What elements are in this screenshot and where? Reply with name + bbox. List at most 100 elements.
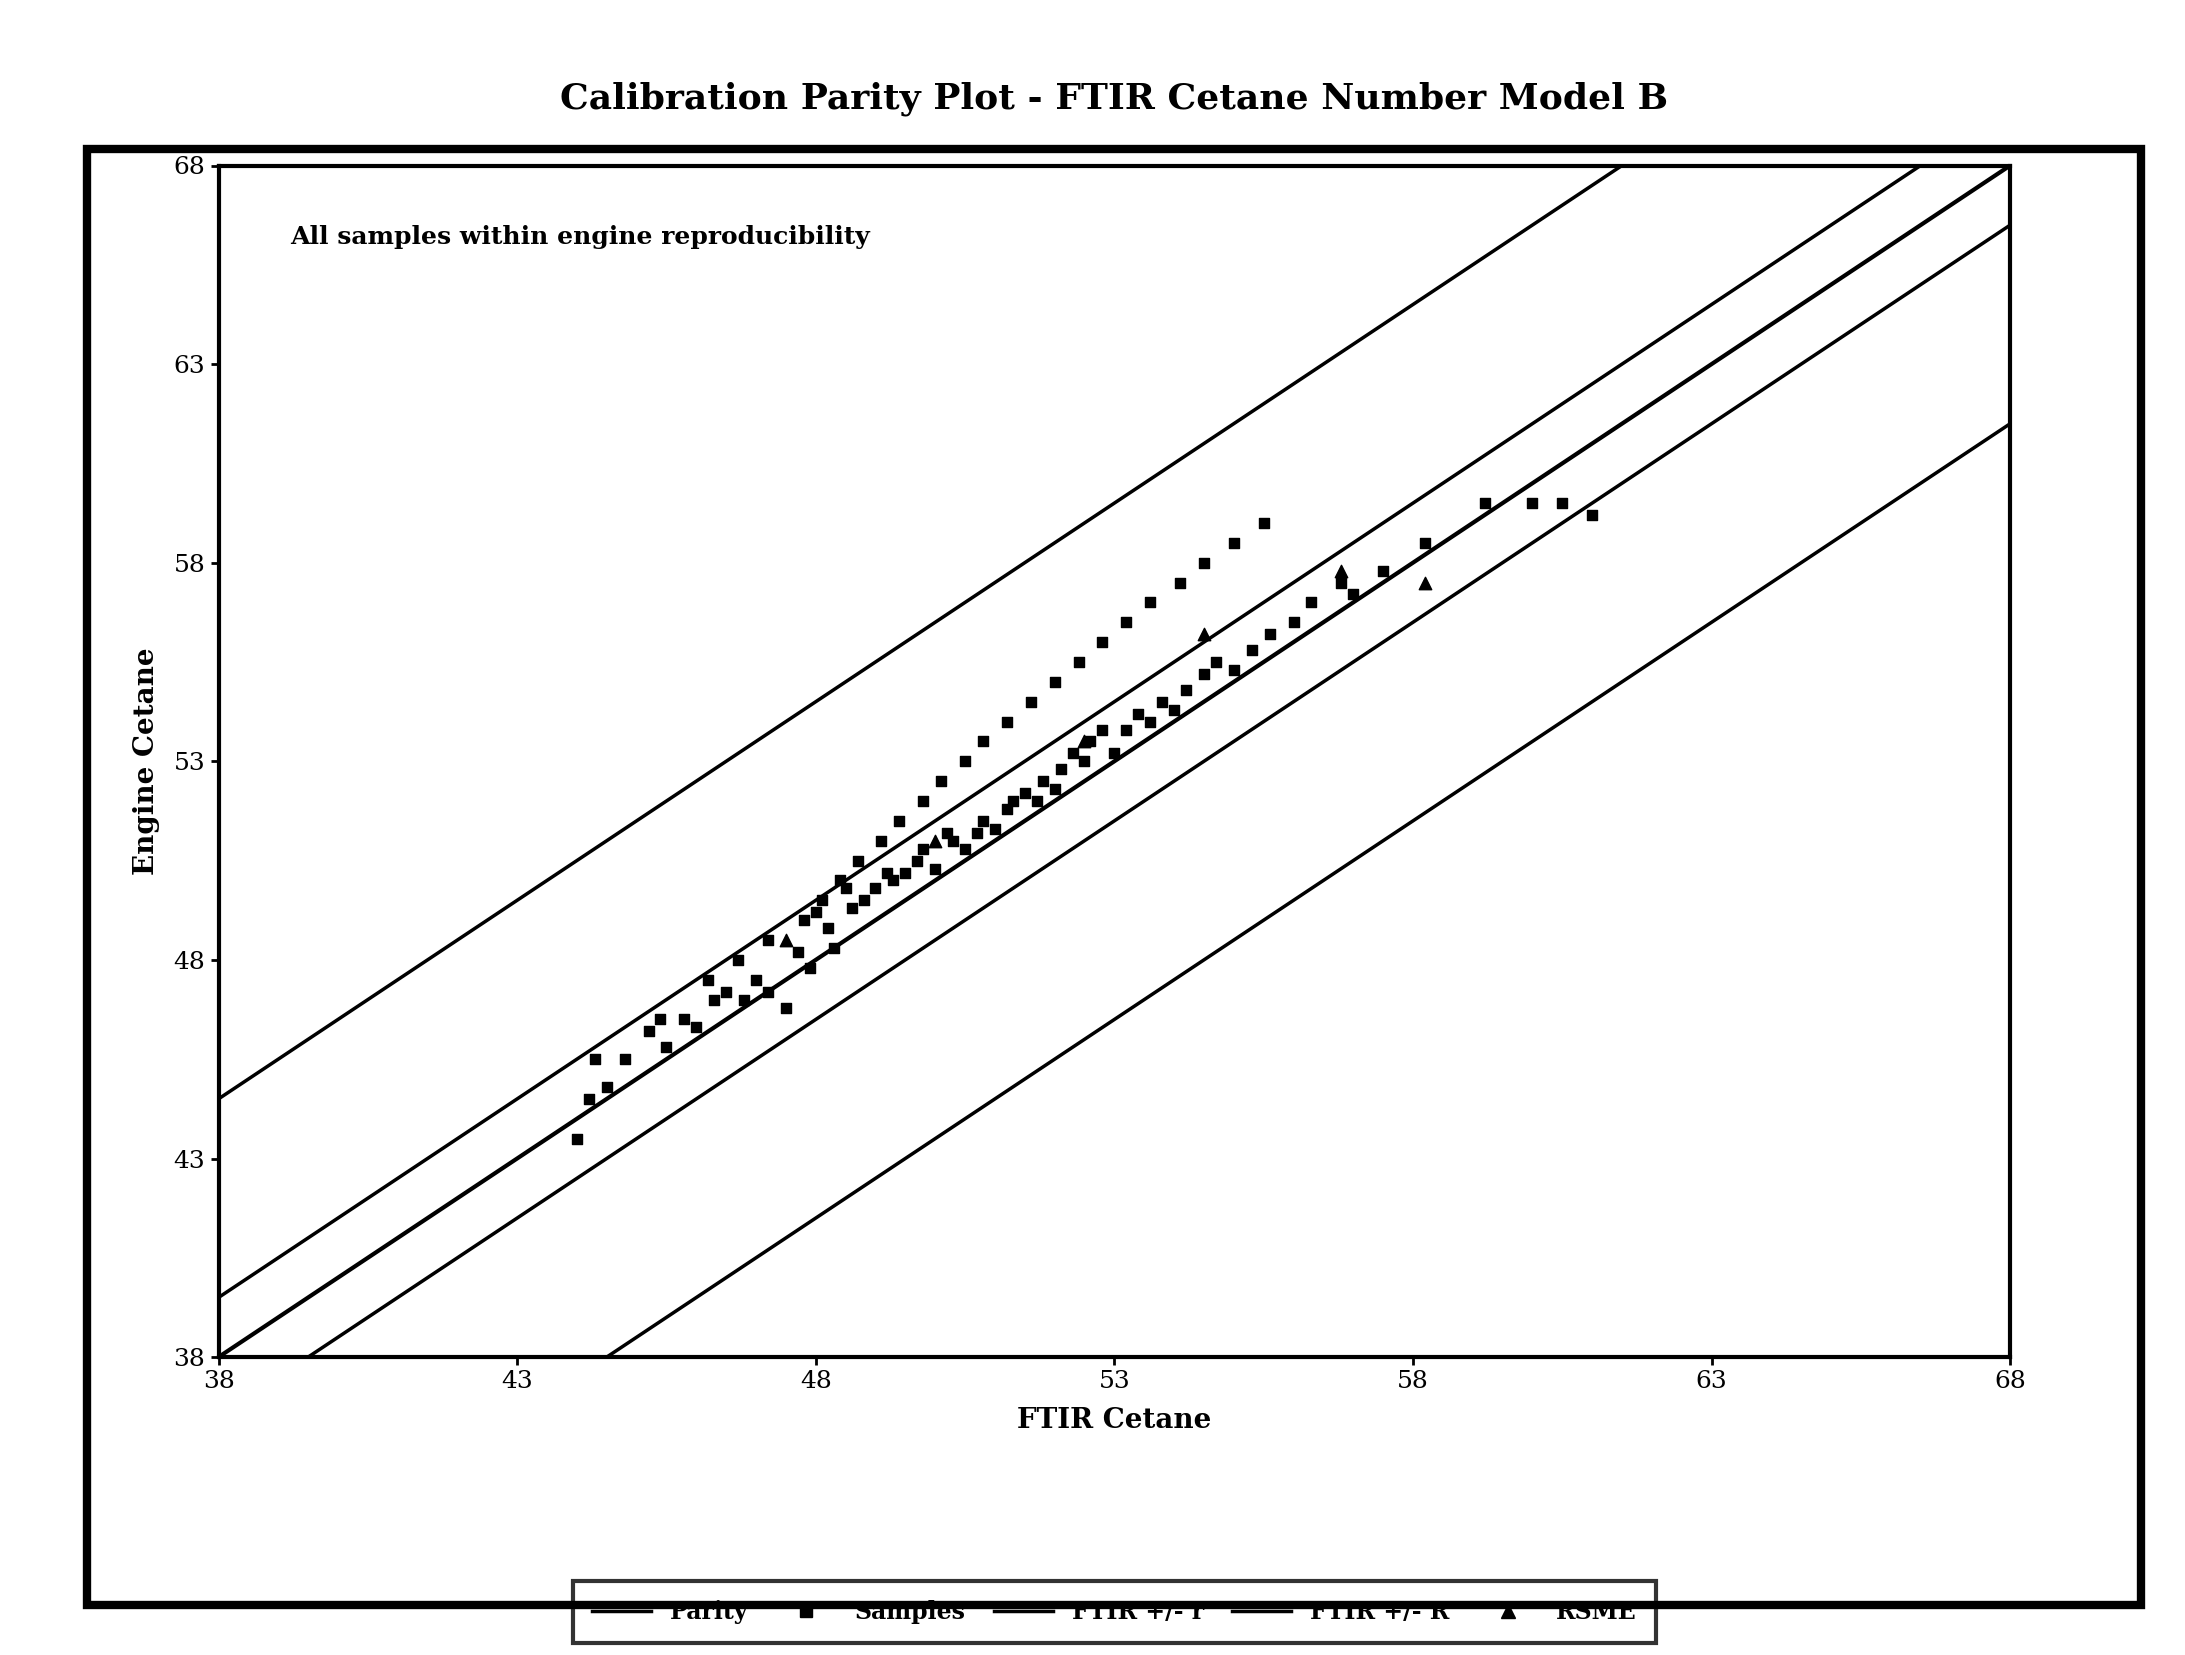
- Point: [780, 938, 815, 965]
- Point: [996, 788, 1031, 814]
- Legend: Parity, Samples, FTIR +/- r, FTIR +/- R, RSME: Parity, Samples, FTIR +/- r, FTIR +/- R,…: [572, 1582, 1656, 1643]
- Point: [728, 986, 763, 1013]
- Point: [948, 836, 983, 862]
- Point: [1055, 740, 1090, 766]
- Point: [1145, 688, 1180, 715]
- Point: [966, 728, 1001, 755]
- Point: [1038, 776, 1073, 803]
- Point: [1276, 609, 1311, 636]
- Point: [1086, 629, 1121, 655]
- Point: [1407, 530, 1442, 556]
- Point: [769, 995, 804, 1021]
- Point: [1252, 621, 1287, 647]
- Point: [918, 856, 953, 882]
- Point: [822, 867, 857, 894]
- Point: [863, 828, 898, 854]
- Point: [1545, 490, 1580, 516]
- Point: [929, 819, 964, 846]
- Point: [1186, 549, 1221, 576]
- Point: [631, 1018, 666, 1044]
- Point: [1162, 569, 1197, 596]
- Point: [1245, 510, 1280, 536]
- Point: [1108, 609, 1143, 636]
- Point: [1186, 621, 1221, 647]
- Point: [935, 828, 970, 854]
- Point: [1217, 657, 1252, 684]
- Point: [1066, 728, 1101, 755]
- Point: [680, 1015, 714, 1041]
- Point: [900, 847, 935, 874]
- Point: [1025, 768, 1060, 794]
- Point: [1086, 717, 1121, 743]
- Point: [883, 808, 918, 834]
- X-axis label: FTIR Cetane: FTIR Cetane: [1018, 1407, 1210, 1435]
- Point: [1294, 589, 1328, 616]
- Point: [1197, 649, 1232, 675]
- Point: [1335, 581, 1370, 607]
- Point: [887, 859, 922, 885]
- Point: [1366, 558, 1401, 584]
- Point: [804, 887, 839, 914]
- Point: [977, 816, 1012, 842]
- Point: [924, 768, 959, 794]
- Point: [1235, 637, 1269, 664]
- Point: [918, 828, 953, 854]
- Point: [948, 748, 983, 775]
- Point: [1466, 490, 1501, 516]
- Point: [1514, 490, 1549, 516]
- Point: [1108, 717, 1143, 743]
- Point: [666, 1006, 701, 1033]
- Point: [769, 927, 804, 953]
- Point: [1324, 569, 1359, 596]
- Point: [811, 915, 846, 942]
- Point: [990, 796, 1025, 823]
- Point: [828, 875, 863, 902]
- Point: [607, 1046, 642, 1072]
- Point: [1038, 669, 1073, 695]
- Point: [1066, 748, 1101, 775]
- Point: [966, 808, 1001, 834]
- Point: [1007, 780, 1042, 806]
- Point: [1217, 530, 1252, 556]
- Point: [1018, 788, 1053, 814]
- Point: [1132, 708, 1167, 735]
- Point: [642, 1006, 677, 1033]
- Point: [739, 967, 773, 993]
- Point: [590, 1074, 625, 1101]
- Point: [870, 859, 905, 885]
- Point: [859, 875, 894, 902]
- Point: [959, 819, 994, 846]
- Point: [1186, 660, 1221, 687]
- Point: [1575, 501, 1610, 528]
- Text: Calibration Parity Plot - FTIR Cetane Number Model B: Calibration Parity Plot - FTIR Cetane Nu…: [559, 81, 1669, 116]
- Point: [708, 978, 743, 1005]
- Point: [793, 955, 828, 981]
- Point: [697, 986, 732, 1013]
- Point: [749, 927, 784, 953]
- Point: [1097, 740, 1132, 766]
- Point: [721, 947, 756, 973]
- Point: [1132, 589, 1167, 616]
- Point: [577, 1046, 612, 1072]
- Point: [1407, 569, 1442, 596]
- Text: All samples within engine reproducibility: All samples within engine reproducibilit…: [291, 225, 870, 250]
- Point: [570, 1086, 605, 1112]
- Point: [846, 887, 881, 914]
- Y-axis label: Engine Cetane: Engine Cetane: [133, 647, 160, 875]
- Point: [990, 708, 1025, 735]
- Point: [1121, 700, 1156, 727]
- Point: [787, 907, 822, 933]
- Point: [835, 895, 870, 922]
- Point: [1324, 558, 1359, 584]
- Point: [1156, 697, 1191, 723]
- Point: [649, 1034, 684, 1061]
- Point: [798, 899, 832, 925]
- Point: [1073, 728, 1108, 755]
- Point: [1042, 756, 1077, 783]
- Point: [749, 978, 784, 1005]
- Point: [907, 788, 942, 814]
- Point: [876, 867, 911, 894]
- Point: [817, 935, 852, 962]
- Point: [1062, 649, 1097, 675]
- Point: [1014, 688, 1049, 715]
